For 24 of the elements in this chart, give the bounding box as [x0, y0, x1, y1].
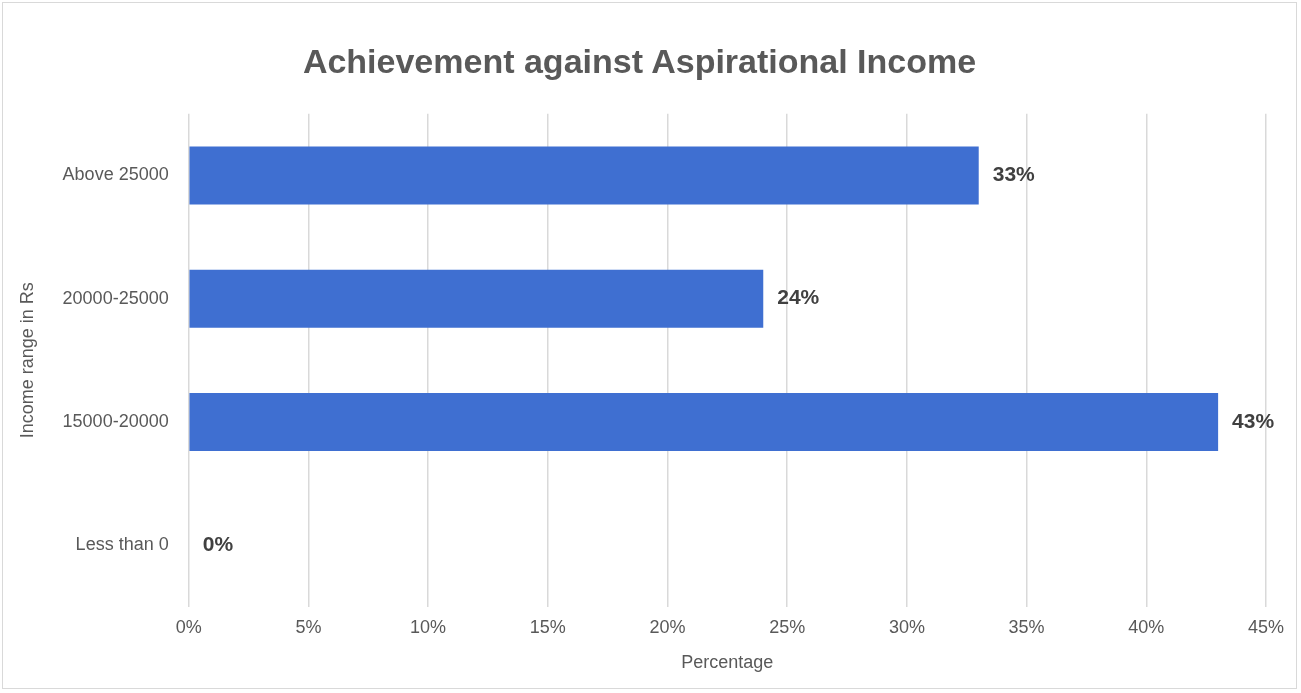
x-tick-label: 10%: [410, 616, 447, 637]
y-tick-label: Less than 0: [75, 534, 169, 555]
bar: [189, 146, 979, 205]
x-tick-label: 15%: [529, 616, 566, 637]
data-label: 24%: [777, 285, 820, 309]
y-axis-title: Income range in Rs: [16, 282, 37, 439]
chart-title: Achievement against Aspirational Income: [302, 41, 977, 80]
x-tick-label: 5%: [295, 616, 322, 637]
bar: [189, 269, 764, 328]
x-tick-label: 40%: [1128, 616, 1165, 637]
x-tick-label: 35%: [1008, 616, 1045, 637]
y-tick-label: Above 25000: [62, 164, 169, 185]
data-label: 0%: [202, 531, 234, 555]
x-tick-label: 20%: [649, 616, 686, 637]
x-tick-label: 0%: [175, 616, 202, 637]
data-label: 43%: [1232, 408, 1275, 432]
y-tick-label: 20000-25000: [62, 287, 169, 308]
x-tick-label: 30%: [888, 616, 925, 637]
x-axis-title: Percentage: [681, 652, 774, 673]
y-tick-label: 15000-20000: [62, 410, 169, 431]
x-tick-label: 45%: [1247, 616, 1285, 637]
x-tick-label: 25%: [769, 616, 806, 637]
bar: [189, 392, 1219, 451]
data-label: 33%: [992, 162, 1036, 186]
